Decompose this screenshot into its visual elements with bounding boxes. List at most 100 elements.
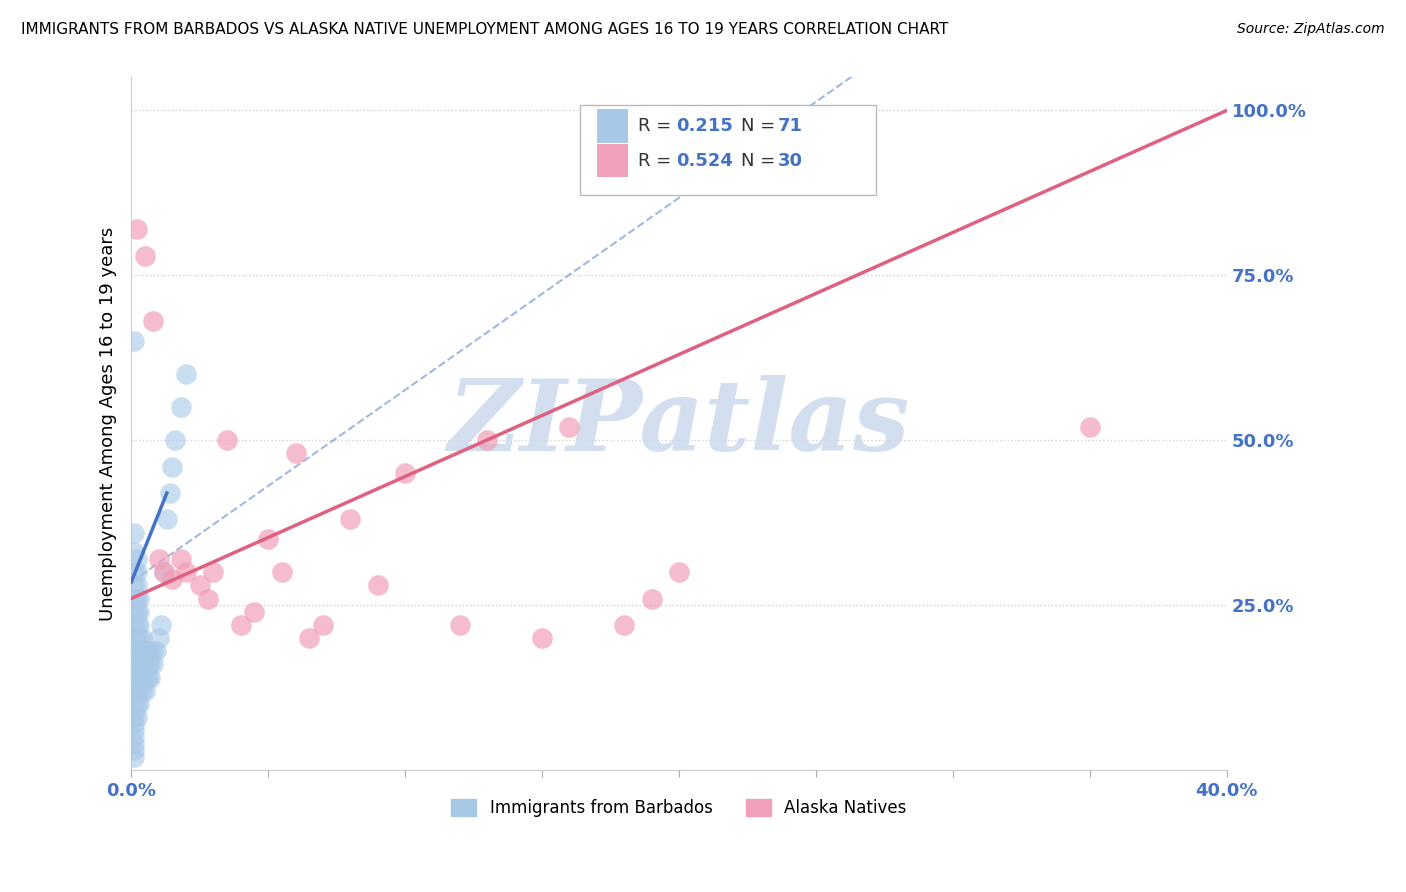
Point: [139, 644, 162, 658]
Point: [145, 644, 167, 658]
Point: [142, 644, 165, 658]
Point: [122, 631, 145, 645]
Point: [125, 671, 148, 685]
Text: ZIPatlas: ZIPatlas: [449, 376, 910, 472]
Point: [128, 605, 150, 619]
Point: [122, 743, 145, 757]
Point: [162, 572, 184, 586]
Point: [128, 618, 150, 632]
Point: [339, 512, 361, 526]
Point: [640, 591, 662, 606]
Text: 0.524: 0.524: [676, 152, 733, 169]
Point: [165, 434, 187, 448]
Point: [197, 591, 219, 606]
Point: [202, 565, 225, 579]
Point: [153, 565, 176, 579]
Point: [257, 532, 280, 546]
Text: R =: R =: [638, 117, 672, 135]
Point: [139, 671, 162, 685]
Point: [125, 578, 148, 592]
Point: [131, 631, 153, 645]
Y-axis label: Unemployment Among Ages 16 to 19 years: Unemployment Among Ages 16 to 19 years: [100, 227, 117, 621]
Point: [284, 446, 307, 460]
Point: [159, 486, 181, 500]
Point: [229, 618, 252, 632]
Point: [122, 591, 145, 606]
Point: [125, 631, 148, 645]
Point: [128, 591, 150, 606]
Point: [668, 565, 690, 579]
Bar: [598, 110, 627, 143]
Point: [125, 605, 148, 619]
Point: [125, 552, 148, 566]
Point: [122, 657, 145, 672]
Text: 30: 30: [778, 152, 803, 169]
Point: [243, 605, 266, 619]
Point: [531, 631, 554, 645]
Point: [148, 552, 170, 566]
Point: [134, 644, 156, 658]
Point: [270, 565, 292, 579]
Point: [122, 671, 145, 685]
Point: [131, 644, 153, 658]
Point: [128, 657, 150, 672]
Point: [122, 716, 145, 731]
Text: IMMIGRANTS FROM BARBADOS VS ALASKA NATIVE UNEMPLOYMENT AMONG AGES 16 TO 19 YEARS: IMMIGRANTS FROM BARBADOS VS ALASKA NATIV…: [21, 22, 949, 37]
Point: [122, 565, 145, 579]
Point: [136, 644, 159, 658]
Point: [153, 565, 176, 579]
Point: [122, 749, 145, 764]
Point: [136, 671, 159, 685]
Text: N =: N =: [741, 117, 776, 135]
Point: [298, 631, 321, 645]
Point: [142, 314, 165, 328]
Point: [122, 730, 145, 744]
Point: [139, 657, 162, 672]
Point: [477, 434, 499, 448]
Point: [128, 697, 150, 711]
Point: [122, 578, 145, 592]
Text: R =: R =: [638, 152, 672, 169]
Point: [174, 368, 197, 382]
Point: [125, 697, 148, 711]
Point: [125, 591, 148, 606]
Point: [131, 683, 153, 698]
Point: [134, 683, 156, 698]
Point: [125, 618, 148, 632]
Point: [122, 697, 145, 711]
Point: [134, 671, 156, 685]
Point: [125, 657, 148, 672]
Point: [367, 578, 389, 592]
Point: [128, 644, 150, 658]
Text: 0.215: 0.215: [676, 117, 733, 135]
Text: 71: 71: [778, 117, 803, 135]
Point: [142, 657, 165, 672]
Point: [122, 704, 145, 718]
Point: [148, 631, 170, 645]
Point: [125, 710, 148, 724]
Point: [122, 644, 145, 658]
Point: [134, 657, 156, 672]
Point: [156, 512, 179, 526]
Point: [312, 618, 335, 632]
Point: [122, 618, 145, 632]
Point: [394, 466, 416, 480]
Point: [131, 671, 153, 685]
Point: [169, 552, 191, 566]
Point: [162, 459, 184, 474]
Point: [150, 618, 173, 632]
Point: [122, 723, 145, 738]
Point: [125, 683, 148, 698]
Point: [125, 222, 148, 236]
Point: [174, 565, 197, 579]
Point: [613, 618, 636, 632]
Point: [449, 618, 471, 632]
Point: [122, 334, 145, 349]
Point: [122, 605, 145, 619]
Point: [1078, 420, 1101, 434]
Point: [128, 671, 150, 685]
Legend: Immigrants from Barbados, Alaska Natives: Immigrants from Barbados, Alaska Natives: [444, 792, 914, 824]
Point: [122, 683, 145, 698]
Point: [217, 434, 239, 448]
Point: [122, 545, 145, 559]
